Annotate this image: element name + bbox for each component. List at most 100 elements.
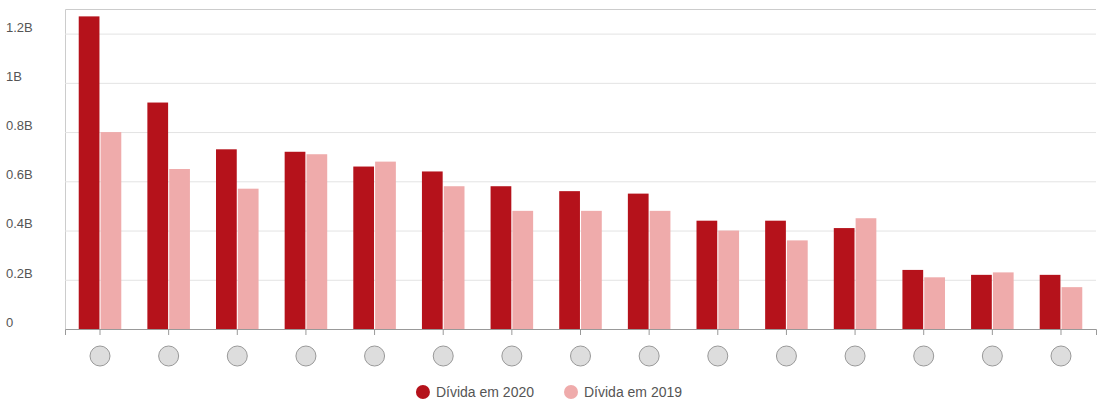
x-tick-mark [855, 329, 856, 335]
y-tick-label: 0.2B [6, 266, 33, 281]
x-tick [1060, 329, 1061, 335]
bar [856, 218, 877, 329]
club-icon [571, 346, 591, 366]
y-tick-label: 1.2B [6, 20, 33, 35]
x-tick [580, 329, 581, 335]
x-tick [717, 329, 718, 335]
x-tick [374, 329, 375, 335]
club-icon [90, 346, 110, 366]
x-tick-mark [305, 329, 306, 335]
x-tick-mark [374, 329, 375, 335]
club-icon [914, 346, 934, 366]
club-icon [365, 346, 385, 366]
x-tick [923, 329, 924, 335]
x-tick-mark [992, 329, 993, 335]
legend-label: Dívida em 2019 [584, 384, 682, 400]
bar [971, 275, 992, 329]
bar [147, 103, 168, 329]
bar [787, 240, 808, 329]
x-tick-mark [717, 329, 718, 335]
bar [285, 152, 306, 329]
bar [765, 221, 786, 329]
legend-item: Dívida em 2019 [564, 384, 682, 400]
x-tick-mark [923, 329, 924, 335]
y-tick-label: 0 [6, 315, 13, 330]
x-tick-mark [511, 329, 512, 335]
bar [491, 186, 512, 329]
club-icon [776, 346, 796, 366]
x-tick-mark [580, 329, 581, 335]
y-tick-label: 1B [6, 69, 22, 84]
club-icon [982, 346, 1002, 366]
x-tick [237, 329, 238, 335]
bar [650, 211, 671, 329]
legend: Dívida em 2020 Dívida em 2019 [416, 384, 682, 400]
chart: 00.2B0.4B0.6B0.8B1B1.2BDívida em 2020Dív… [0, 0, 1098, 401]
x-tick-mark [443, 329, 444, 335]
bar [444, 186, 465, 329]
y-axis: 00.2B0.4B0.6B0.8B1B1.2B [6, 10, 1096, 330]
club-icon [845, 346, 865, 366]
bar [375, 162, 396, 329]
x-axis-line [66, 330, 1097, 336]
bar [422, 171, 443, 329]
bar [581, 211, 602, 329]
legend-swatch [416, 385, 430, 399]
x-tick-mark [100, 329, 101, 335]
x-tick [443, 329, 444, 335]
series [101, 132, 1083, 329]
y-tick-label: 0.6B [6, 167, 33, 182]
bar [993, 272, 1014, 329]
grid-line [65, 83, 1096, 84]
bar [169, 169, 190, 329]
bar [101, 132, 122, 329]
legend-label: Dívida em 2020 [436, 384, 534, 400]
bar [1040, 275, 1061, 329]
bar [353, 167, 374, 329]
bar [306, 154, 327, 329]
x-tick-mark [649, 329, 650, 335]
y-tick: 1B [6, 69, 1096, 84]
series [79, 16, 1061, 329]
x-tick [100, 329, 101, 335]
x-axis [66, 329, 1097, 335]
club-icon [433, 346, 453, 366]
plot: 00.2B0.4B0.6B0.8B1B1.2B [6, 10, 1097, 367]
x-tick [992, 329, 993, 335]
y-axis-line [66, 10, 1097, 330]
x-tick-mark [1060, 329, 1061, 335]
x-tick-mark [786, 329, 787, 335]
y-tick-label: 0.4B [6, 216, 33, 231]
grid-line [65, 34, 1096, 35]
club-icon [502, 346, 522, 366]
bar [697, 221, 718, 329]
club-icon [708, 346, 728, 366]
bar [628, 194, 649, 329]
bar [834, 228, 855, 329]
club-icon [159, 346, 179, 366]
category-icons [90, 346, 1071, 366]
bar [238, 189, 259, 329]
club-icon [296, 346, 316, 366]
club-icon [1051, 346, 1071, 366]
legend-swatch [564, 385, 578, 399]
x-tick [649, 329, 650, 335]
bar [216, 149, 237, 329]
bar [902, 270, 923, 329]
x-tick-mark [237, 329, 238, 335]
bars [79, 16, 1083, 329]
club-icon [227, 346, 247, 366]
bar [718, 231, 739, 329]
x-tick [786, 329, 787, 335]
club-icon [639, 346, 659, 366]
bar [79, 16, 100, 329]
legend-item: Dívida em 2020 [416, 384, 534, 400]
x-tick [168, 329, 169, 335]
x-tick [511, 329, 512, 335]
x-tick [305, 329, 306, 335]
bar [1062, 287, 1083, 329]
bar [924, 277, 945, 329]
x-tick [855, 329, 856, 335]
bar [512, 211, 533, 329]
y-tick: 1.2B [6, 20, 1096, 35]
